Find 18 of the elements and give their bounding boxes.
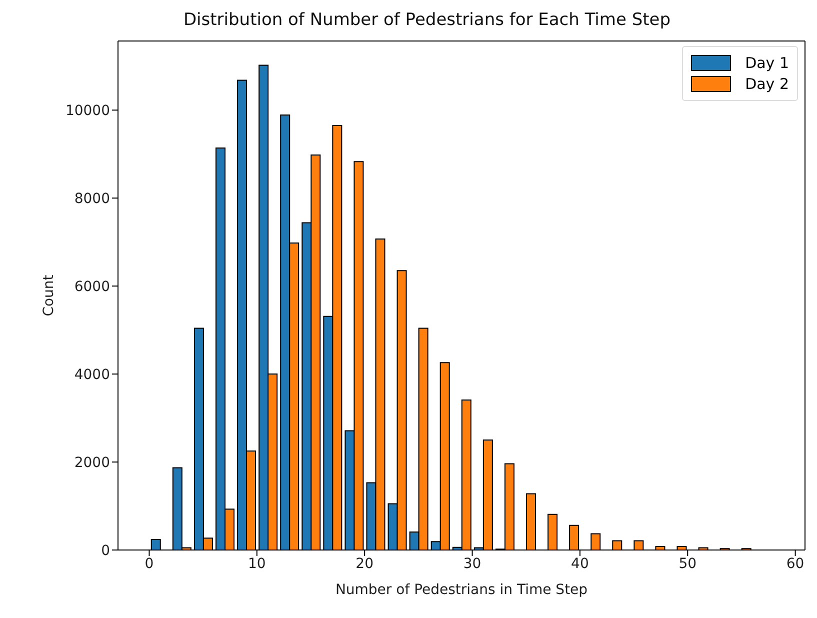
x-tick-label: 40 — [571, 556, 589, 572]
y-tick-label: 0 — [101, 542, 110, 559]
legend-label: Day 1 — [745, 54, 789, 72]
x-tick-label: 30 — [463, 556, 482, 572]
x-tick-label: 10 — [248, 556, 266, 572]
y-tick-label: 8000 — [74, 191, 110, 208]
legend-label: Day 2 — [745, 75, 789, 93]
y-tick-label: 4000 — [74, 367, 110, 384]
y-tick-label: 6000 — [74, 279, 110, 296]
x-axis-title: Number of Pedestrians in Time Step — [335, 582, 588, 598]
y-tick-label: 10000 — [65, 103, 110, 120]
x-tick-label: 60 — [786, 556, 804, 572]
x-tick-label: 20 — [356, 556, 374, 572]
chart-title: Distribution of Number of Pedestrians for Each Time Step — [182, 10, 672, 30]
y-tick-label: 2000 — [74, 454, 110, 471]
x-tick-label: 0 — [144, 556, 154, 572]
y-axis-title: Count — [40, 274, 57, 316]
x-tick-label: 50 — [678, 556, 697, 572]
